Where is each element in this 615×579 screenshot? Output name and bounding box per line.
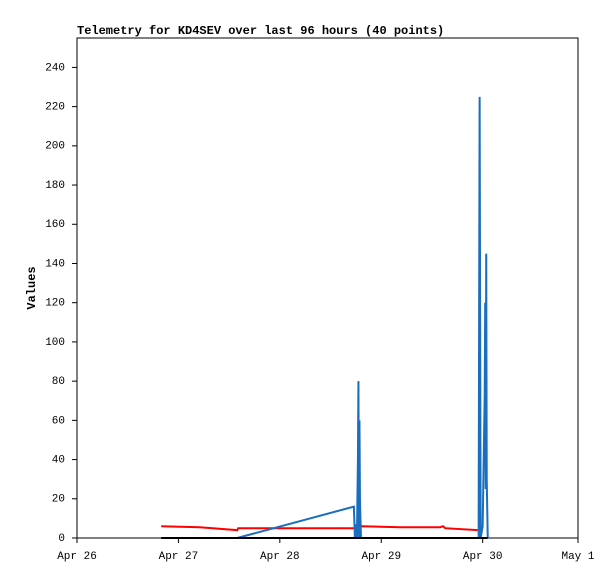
- x-tick-label: Apr 30: [463, 551, 503, 563]
- series-line: [236, 96, 489, 539]
- y-tick-label: 220: [45, 102, 65, 114]
- y-tick-label: 40: [52, 454, 65, 466]
- y-tick-label: 0: [58, 533, 65, 545]
- plot-frame: [76, 37, 579, 539]
- y-axis-label: Values: [25, 266, 39, 309]
- y-tick-label: 200: [45, 141, 65, 153]
- x-tick-label: Apr 28: [260, 551, 300, 563]
- y-tick-label: 100: [45, 337, 65, 349]
- series-line: [161, 525, 478, 532]
- x-tick-label: Apr 27: [159, 551, 199, 563]
- y-tick-label: 60: [52, 415, 65, 427]
- x-tick-label: Apr 26: [57, 551, 97, 563]
- y-tick-label: 80: [52, 376, 65, 388]
- x-tick-label: Apr 29: [361, 551, 401, 563]
- x-tick-label: May 1: [561, 551, 594, 563]
- y-tick-label: 180: [45, 180, 65, 192]
- y-tick-label: 240: [45, 62, 65, 74]
- y-tick-label: 160: [45, 219, 65, 231]
- chart-title: Telemetry for KD4SEV over last 96 hours …: [77, 24, 444, 38]
- y-tick-label: 140: [45, 258, 65, 270]
- y-tick-label: 120: [45, 298, 65, 310]
- y-tick-label: 20: [52, 494, 65, 506]
